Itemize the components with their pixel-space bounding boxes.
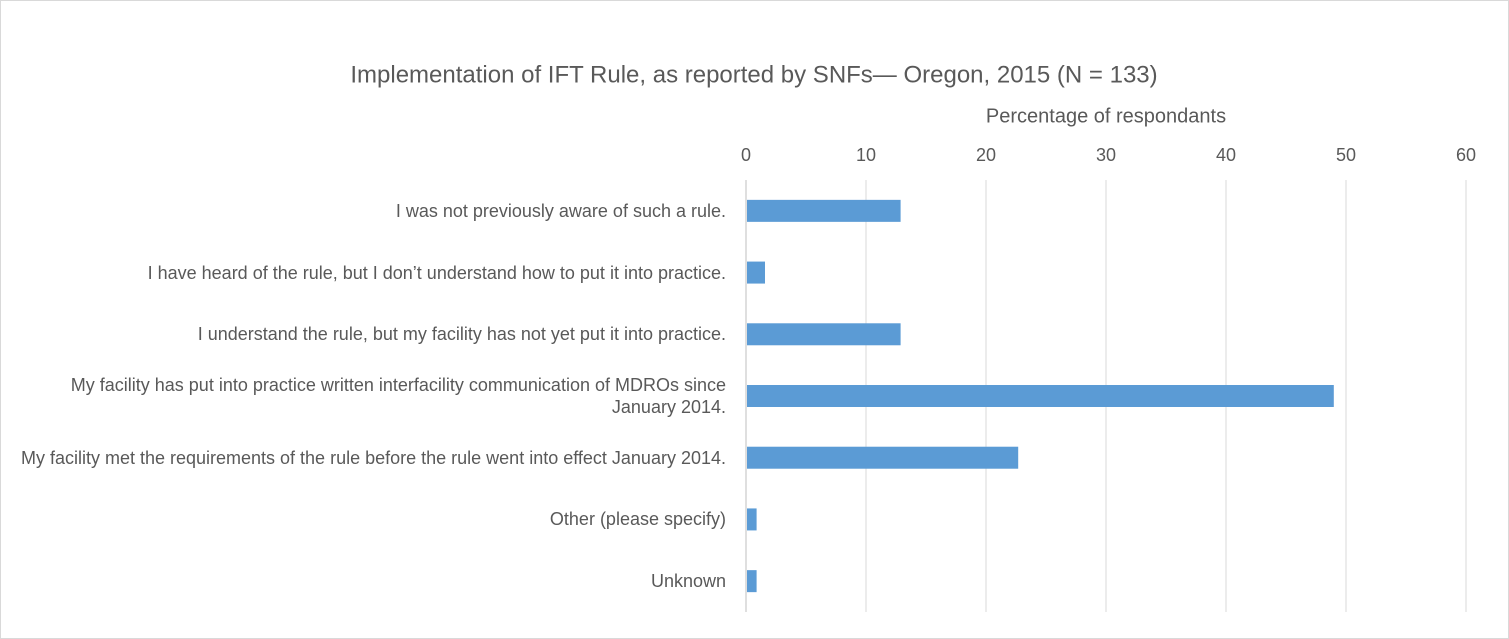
y-tick-label: I have heard of the rule, but I don’t un… — [147, 262, 726, 283]
y-tick-label: I was not previously aware of such a rul… — [395, 200, 726, 221]
chart-title: Implementation of IFT Rule, as reported … — [350, 61, 1157, 88]
bar — [747, 199, 901, 222]
y-tick-label: I understand the rule, but my facility h… — [197, 324, 726, 345]
bar — [747, 261, 765, 284]
bar — [747, 446, 1019, 469]
x-axis-title: Percentage of respondants — [986, 105, 1226, 127]
y-tick-label: Unknown — [650, 571, 726, 592]
bar — [747, 570, 757, 593]
bar — [747, 385, 1334, 407]
x-tick-label: 50 — [1336, 145, 1356, 165]
y-tick-label: My facility met the requirements of the … — [20, 447, 726, 468]
x-tick-label: 20 — [976, 145, 996, 165]
x-tick-label: 10 — [856, 145, 876, 165]
x-tick-label: 60 — [1456, 145, 1476, 165]
x-tick-label: 0 — [741, 145, 751, 165]
bar — [747, 323, 901, 346]
y-tick-label: My facility has put into practice writte… — [70, 375, 726, 417]
y-tick-label: Other (please specify) — [549, 509, 726, 530]
x-tick-label: 40 — [1216, 145, 1236, 165]
bar — [747, 508, 757, 531]
x-tick-label: 30 — [1096, 145, 1116, 165]
